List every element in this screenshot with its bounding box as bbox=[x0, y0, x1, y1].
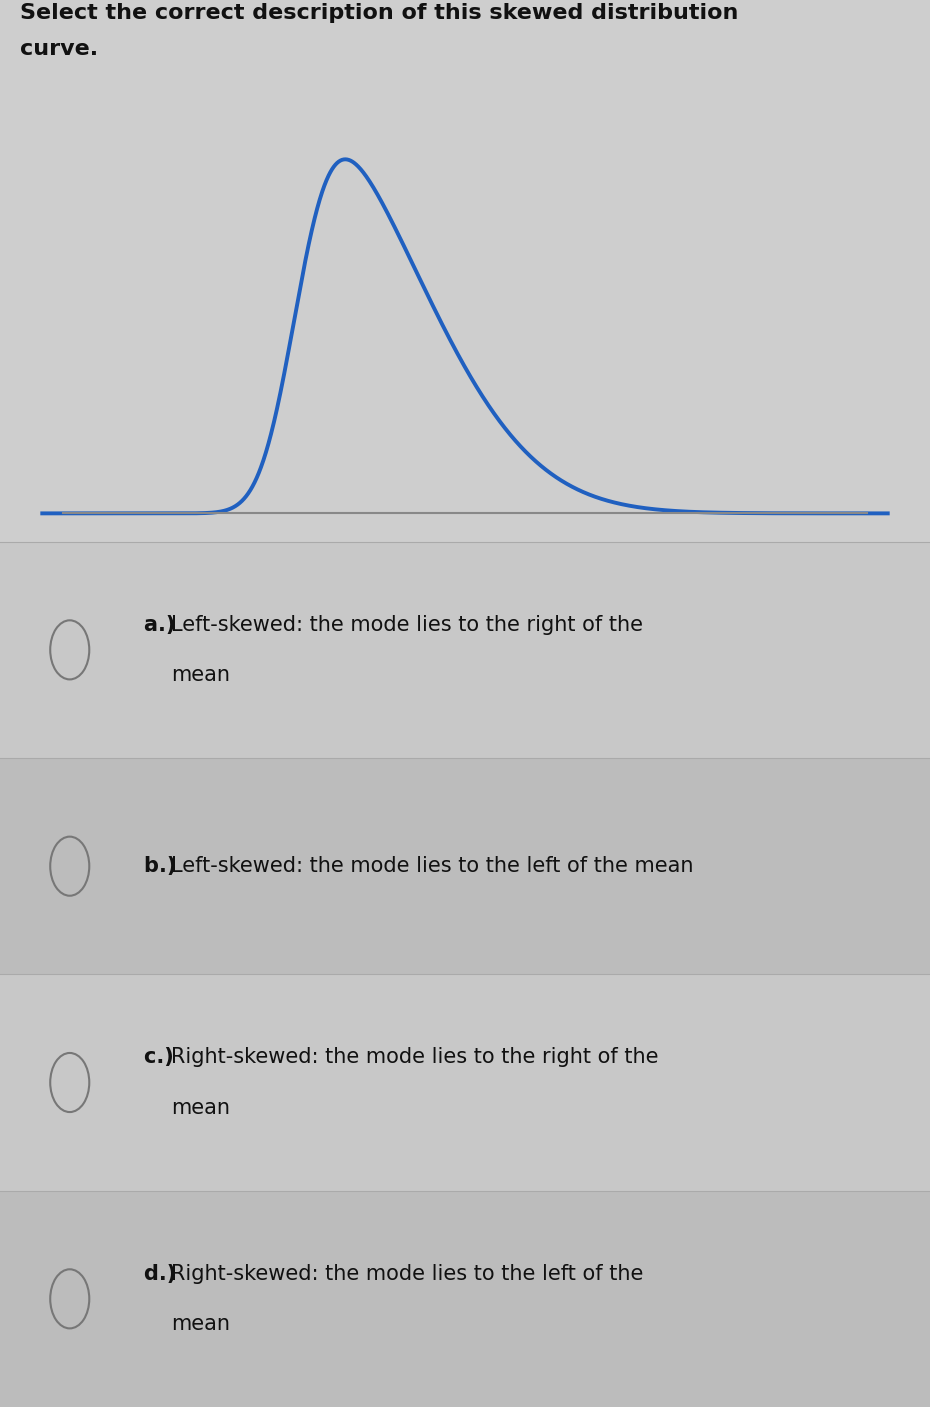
Text: Left-skewed: the mode lies to the right of the: Left-skewed: the mode lies to the right … bbox=[171, 615, 643, 635]
Text: c.): c.) bbox=[144, 1047, 181, 1067]
Text: curve.: curve. bbox=[20, 39, 99, 59]
Text: Right-skewed: the mode lies to the left of the: Right-skewed: the mode lies to the left … bbox=[171, 1263, 644, 1283]
Text: d.): d.) bbox=[144, 1263, 183, 1283]
Text: Right-skewed: the mode lies to the right of the: Right-skewed: the mode lies to the right… bbox=[171, 1047, 658, 1067]
Text: mean: mean bbox=[171, 1097, 230, 1117]
Text: a.): a.) bbox=[144, 615, 183, 635]
Text: Left-skewed: the mode lies to the left of the mean: Left-skewed: the mode lies to the left o… bbox=[171, 857, 694, 877]
Text: mean: mean bbox=[171, 1314, 230, 1334]
Text: mean: mean bbox=[171, 666, 230, 685]
Text: b.): b.) bbox=[144, 857, 184, 877]
Text: Select the correct description of this skewed distribution: Select the correct description of this s… bbox=[20, 3, 738, 23]
